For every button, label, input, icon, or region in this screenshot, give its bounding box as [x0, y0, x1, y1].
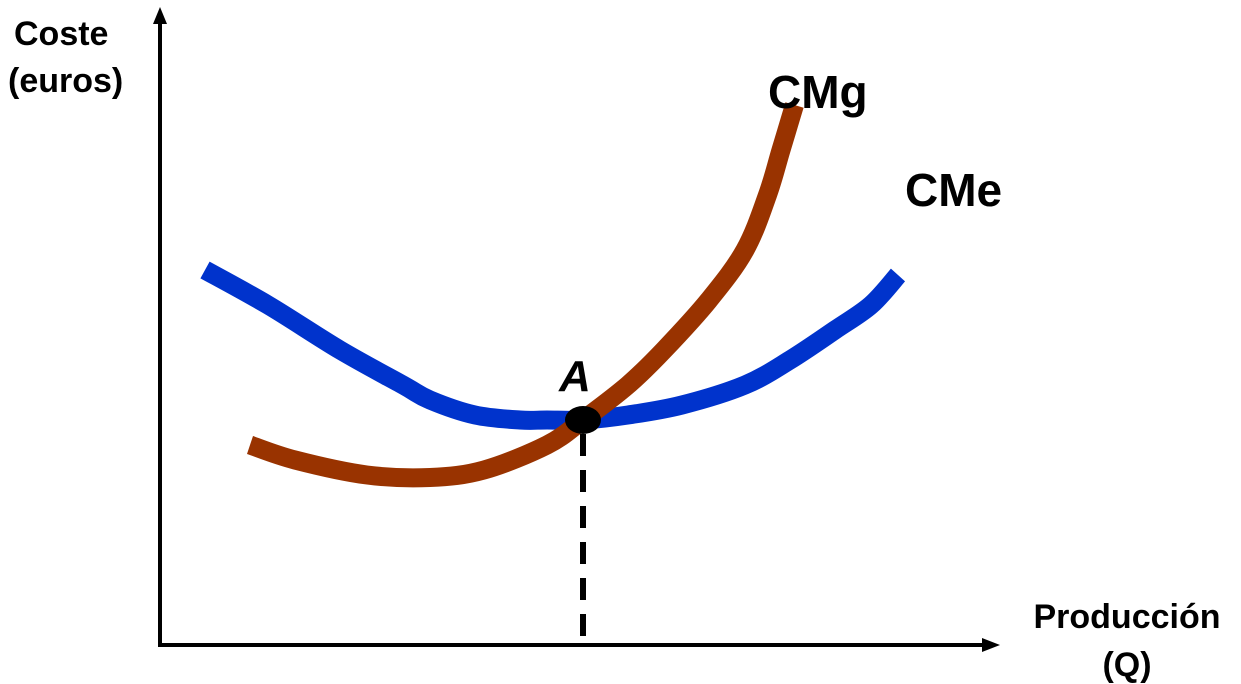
- point-a-marker: [565, 406, 601, 434]
- x-axis-label-line-1: Producción: [1033, 598, 1220, 636]
- y-axis-arrowhead: [153, 7, 167, 24]
- y-axis-label-line-1: Coste: [14, 15, 108, 53]
- cme-curve: [200, 261, 906, 430]
- cmg-curve: [246, 102, 804, 488]
- x-axis-arrowhead: [982, 638, 1000, 652]
- y-axis-label-line-2: (euros): [8, 62, 123, 100]
- x-axis-label-line-2: (Q): [1102, 646, 1151, 684]
- cme-curve-label: CMe: [905, 164, 1002, 216]
- point-a-label: A: [558, 352, 591, 401]
- axes: [153, 7, 1000, 652]
- cmg-curve-label: CMg: [768, 66, 868, 118]
